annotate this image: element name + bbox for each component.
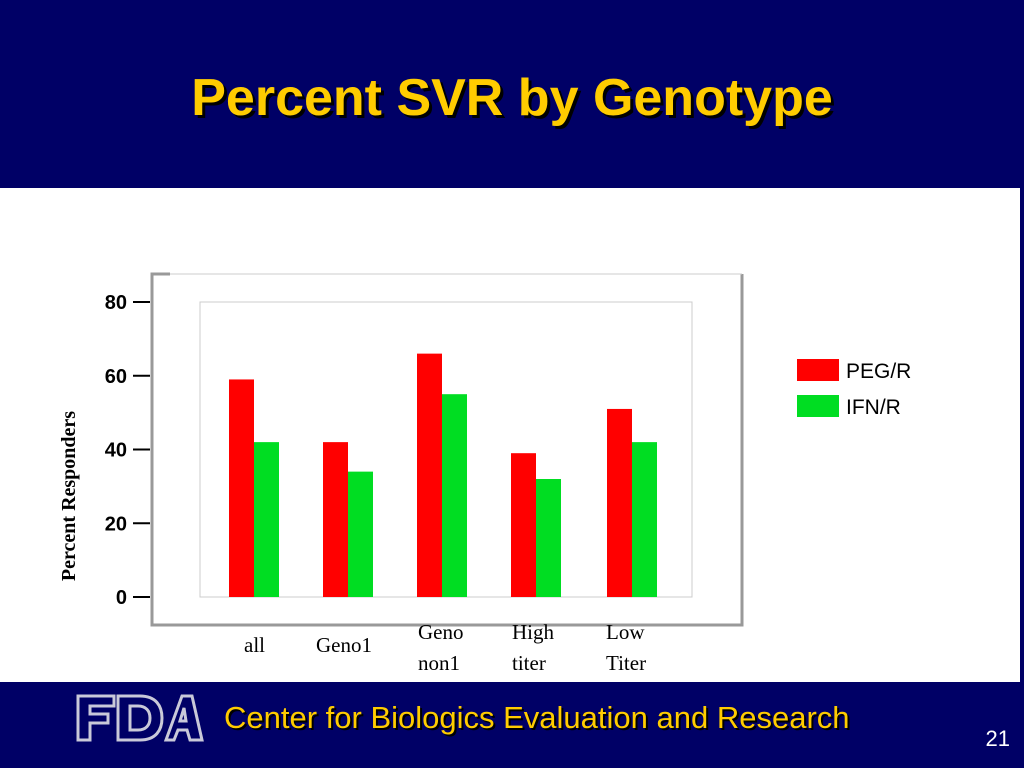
x-tick-label-4-0: Low <box>606 620 645 644</box>
y-tick-label-80: 80 <box>105 292 127 314</box>
slide-title: Percent SVR by Genotype <box>191 69 833 127</box>
bar-peg-r-0 <box>229 379 254 597</box>
y-axis: 0 20 40 60 80 <box>105 292 150 609</box>
footer: Center for Biologics Evaluation and Rese… <box>0 682 1024 768</box>
legend-label-1: IFN/R <box>846 396 901 419</box>
bar-peg-r-2 <box>417 353 442 597</box>
bar-ifn-r-1 <box>348 471 373 597</box>
y-tick-label-20: 20 <box>105 513 127 535</box>
fda-logo-icon <box>76 694 204 742</box>
bar-ifn-r-4 <box>632 442 657 597</box>
x-tick-label-2-0: Geno <box>418 620 464 644</box>
bars <box>229 353 657 597</box>
bar-peg-r-3 <box>511 453 536 597</box>
y-axis-title: Percent Responders <box>58 411 80 581</box>
legend-swatch-1 <box>797 395 839 417</box>
x-tick-label-0-0: all <box>244 633 265 657</box>
x-tick-label-3-0: High <box>512 620 555 644</box>
bar-ifn-r-2 <box>442 394 467 597</box>
bar-peg-r-1 <box>323 442 348 597</box>
legend-swatch-0 <box>797 359 839 381</box>
y-tick-label-60: 60 <box>105 366 127 388</box>
x-tick-label-4-1: Titer <box>606 651 646 675</box>
x-axis-labels: all Geno1 Geno non1 High titer Low Titer <box>244 620 646 675</box>
x-tick-label-1-0: Geno1 <box>316 633 372 657</box>
legend-label-0: PEG/R <box>846 360 911 383</box>
slide-number: 21 <box>985 726 1010 751</box>
x-tick-label-3-1: titer <box>512 651 546 675</box>
bar-chart: 0 20 40 60 80 all Geno1 Geno non1 High titer Low Ti… <box>58 272 911 675</box>
bar-ifn-r-3 <box>536 479 561 597</box>
chart-area: 0 20 40 60 80 all Geno1 Geno non1 High titer Low Ti… <box>0 188 1020 682</box>
legend: PEG/R IFN/R <box>797 359 911 419</box>
y-tick-label-0: 0 <box>116 587 127 609</box>
x-tick-label-2-1: non1 <box>418 651 460 675</box>
footer-text: Center for Biologics Evaluation and Rese… <box>224 700 850 735</box>
y-tick-label-40: 40 <box>105 440 127 462</box>
chart-frame <box>150 272 744 627</box>
bar-ifn-r-0 <box>254 442 279 597</box>
bar-peg-r-4 <box>607 408 632 597</box>
